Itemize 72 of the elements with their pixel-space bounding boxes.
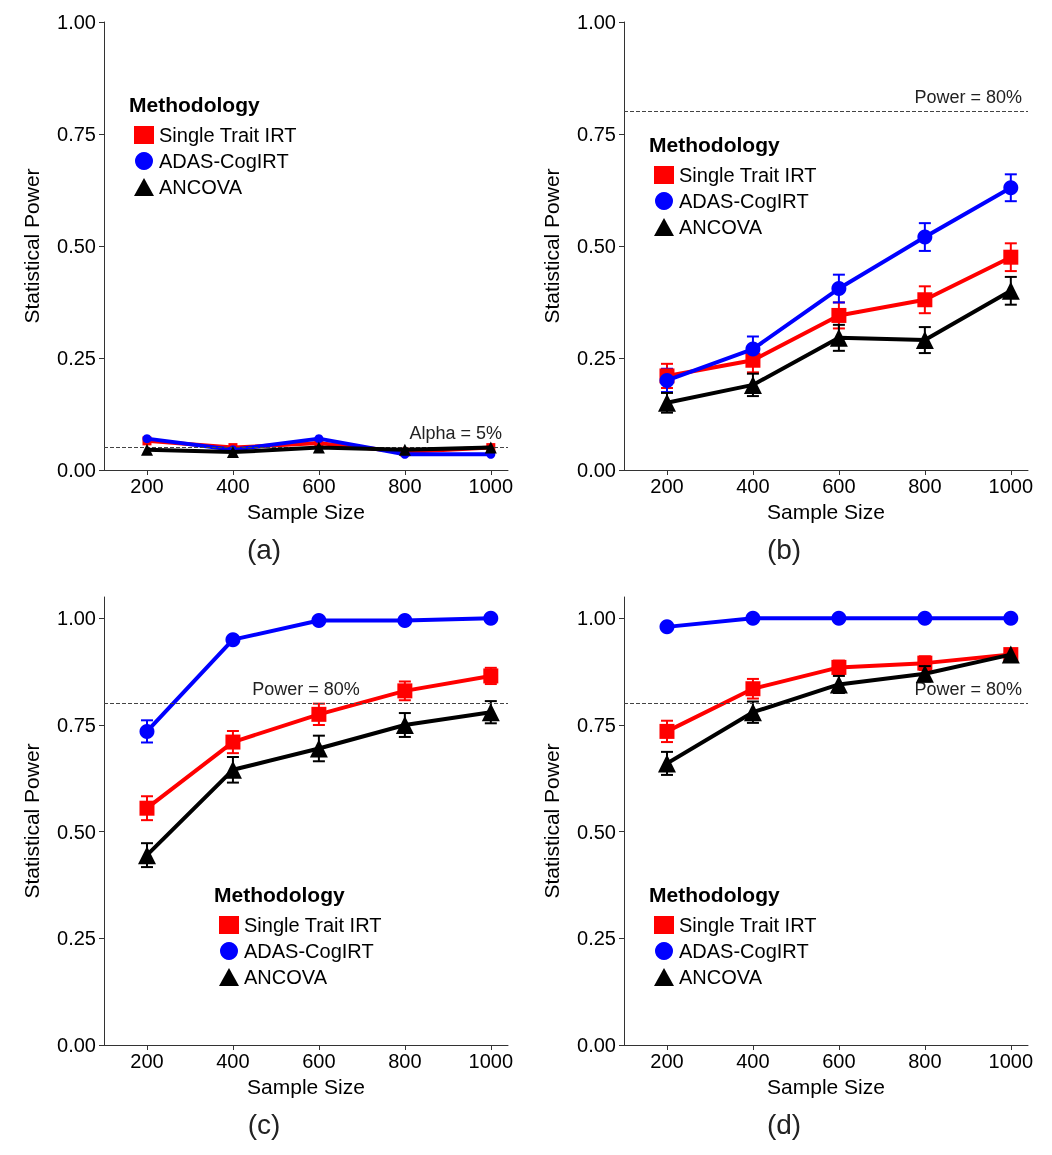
y-tick-label: 0.75 xyxy=(57,714,96,736)
x-tick-label: 600 xyxy=(302,1050,336,1072)
legend-label: ANCOVA xyxy=(679,966,763,988)
legend-title: Methodology xyxy=(214,883,345,906)
x-tick-label: 400 xyxy=(736,1050,770,1072)
y-tick-label: 0.00 xyxy=(57,1034,96,1056)
legend-label: ADAS-CogIRT xyxy=(679,190,809,212)
legend-title: Methodology xyxy=(649,883,780,906)
legend-label: ADAS-CogIRT xyxy=(159,150,289,172)
ref-line-label: Power = 80% xyxy=(252,678,360,699)
y-tick-label: 0.25 xyxy=(577,927,616,950)
legend-label: ANCOVA xyxy=(159,176,243,198)
y-axis-title: Statistical Power xyxy=(20,743,43,899)
legend-title: Methodology xyxy=(129,93,260,116)
legend-label: ANCOVA xyxy=(244,966,328,988)
x-axis-title: Sample Size xyxy=(247,499,365,523)
y-tick-label: 0.00 xyxy=(577,459,616,481)
legend-label: Single Trait IRT xyxy=(244,914,382,936)
y-tick-label: 0.75 xyxy=(577,714,616,736)
y-axis-title: Statistical Power xyxy=(20,168,43,324)
x-tick-label: 800 xyxy=(388,1050,422,1072)
x-axis-title: Sample Size xyxy=(767,499,885,523)
x-tick-label: 1000 xyxy=(468,1050,514,1072)
legend-label: Single Trait IRT xyxy=(159,124,297,146)
x-tick-label: 600 xyxy=(822,475,856,497)
y-tick-label: 0.00 xyxy=(57,459,96,481)
y-tick-label: 1.00 xyxy=(577,607,616,630)
text: (a) xyxy=(246,533,282,565)
y-tick-label: 0.50 xyxy=(57,235,96,257)
y-tick-label: 1.00 xyxy=(577,11,616,33)
y-tick-label: 0.50 xyxy=(57,820,96,843)
legend-title: Methodology xyxy=(649,133,780,156)
x-tick-label: 1000 xyxy=(988,1050,1034,1072)
x-tick-label: 600 xyxy=(302,475,336,497)
y-axis-title: Statistical Power xyxy=(540,743,563,899)
text: (b) xyxy=(766,533,802,565)
y-tick-label: 0.50 xyxy=(577,235,616,257)
ref-line-label: Power = 80% xyxy=(914,86,1022,107)
y-tick-label: 0.50 xyxy=(577,820,616,843)
x-tick-label: 1000 xyxy=(468,475,514,497)
x-tick-label: 800 xyxy=(908,1050,942,1072)
x-tick-label: 200 xyxy=(650,1050,684,1072)
x-tick-label: 400 xyxy=(736,475,770,497)
y-tick-label: 0.25 xyxy=(57,347,96,369)
y-axis-title: Statistical Power xyxy=(540,168,563,324)
x-tick-label: 200 xyxy=(650,475,684,497)
y-tick-label: 0.75 xyxy=(577,123,616,145)
y-tick-label: 0.25 xyxy=(57,927,96,950)
y-tick-label: 0.75 xyxy=(57,123,96,145)
legend-label: ADAS-CogIRT xyxy=(244,940,374,962)
y-tick-label: 0.25 xyxy=(577,347,616,369)
ref-line-label: Alpha = 5% xyxy=(409,422,502,443)
x-tick-label: 200 xyxy=(130,475,164,497)
x-tick-label: 400 xyxy=(216,1050,250,1072)
x-tick-label: 800 xyxy=(908,475,942,497)
ref-line-label: Power = 80% xyxy=(914,678,1022,699)
text: (c) xyxy=(247,1108,281,1140)
y-tick-label: 0.00 xyxy=(577,1034,616,1056)
legend-label: Single Trait IRT xyxy=(679,164,817,186)
x-tick-label: 800 xyxy=(388,475,422,497)
legend-label: Single Trait IRT xyxy=(679,914,817,936)
x-tick-label: 200 xyxy=(130,1050,164,1072)
x-axis-title: Sample Size xyxy=(767,1074,885,1098)
y-tick-label: 1.00 xyxy=(57,607,96,630)
text: (d) xyxy=(766,1108,802,1140)
x-axis-title: Sample Size xyxy=(247,1074,365,1098)
y-tick-label: 1.00 xyxy=(57,11,96,33)
x-tick-label: 600 xyxy=(822,1050,856,1072)
legend-label: ADAS-CogIRT xyxy=(679,940,809,962)
x-tick-label: 400 xyxy=(216,475,250,497)
legend-label: ANCOVA xyxy=(679,216,763,238)
x-tick-label: 1000 xyxy=(988,475,1034,497)
